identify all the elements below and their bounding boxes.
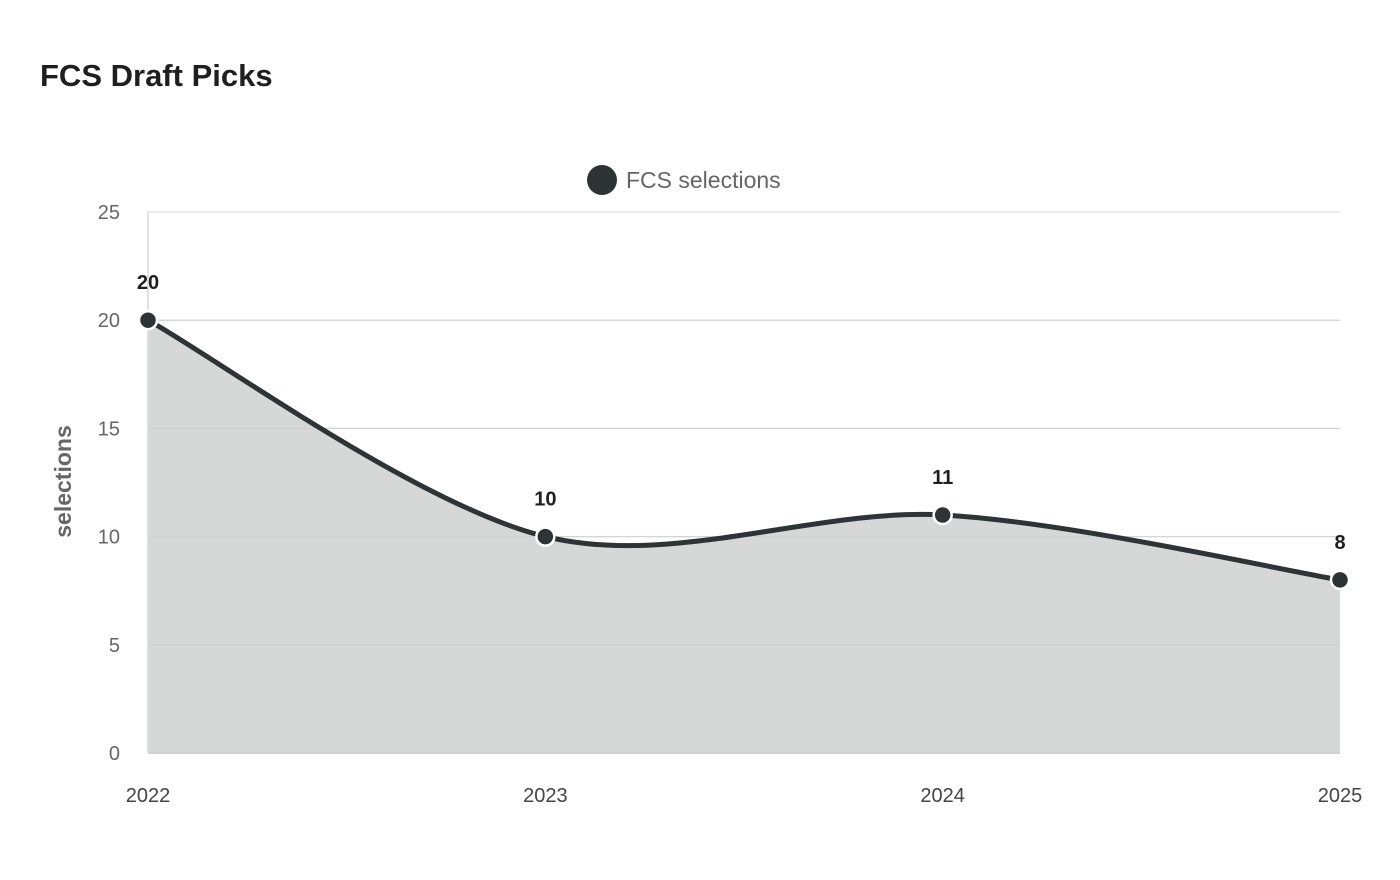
data-point[interactable] xyxy=(137,309,159,331)
series-line xyxy=(145,317,1343,583)
y-tick-label: 0 xyxy=(109,743,120,765)
y-tick-label: 5 xyxy=(109,635,120,657)
chart-title: FCS Draft Picks xyxy=(40,58,273,93)
y-tick-label: 15 xyxy=(98,418,120,440)
legend[interactable]: FCS selections xyxy=(587,165,781,195)
data-label: 8 xyxy=(1334,532,1345,554)
legend-label[interactable]: FCS selections xyxy=(626,167,781,193)
data-label: 11 xyxy=(932,467,953,489)
y-tick-label: 20 xyxy=(98,310,120,332)
legend-marker-icon[interactable] xyxy=(587,165,617,195)
data-label: 10 xyxy=(534,489,556,511)
data-point[interactable] xyxy=(1329,569,1351,591)
data-points xyxy=(137,309,1351,591)
data-point[interactable] xyxy=(535,526,556,547)
data-point[interactable] xyxy=(932,504,953,526)
x-tick-label: 2023 xyxy=(523,785,568,807)
x-tick-label: 2025 xyxy=(1318,785,1363,807)
y-tick-label: 25 xyxy=(98,202,120,224)
data-labels: 20 10 11 8 xyxy=(137,272,1346,554)
y-axis-title: selections xyxy=(50,425,76,538)
x-tick-label: 2024 xyxy=(920,785,965,807)
x-tick-label: 2022 xyxy=(126,785,171,807)
data-label: 20 xyxy=(137,272,159,294)
y-tick-label: 10 xyxy=(98,527,120,549)
series-line-layer xyxy=(145,317,1343,583)
